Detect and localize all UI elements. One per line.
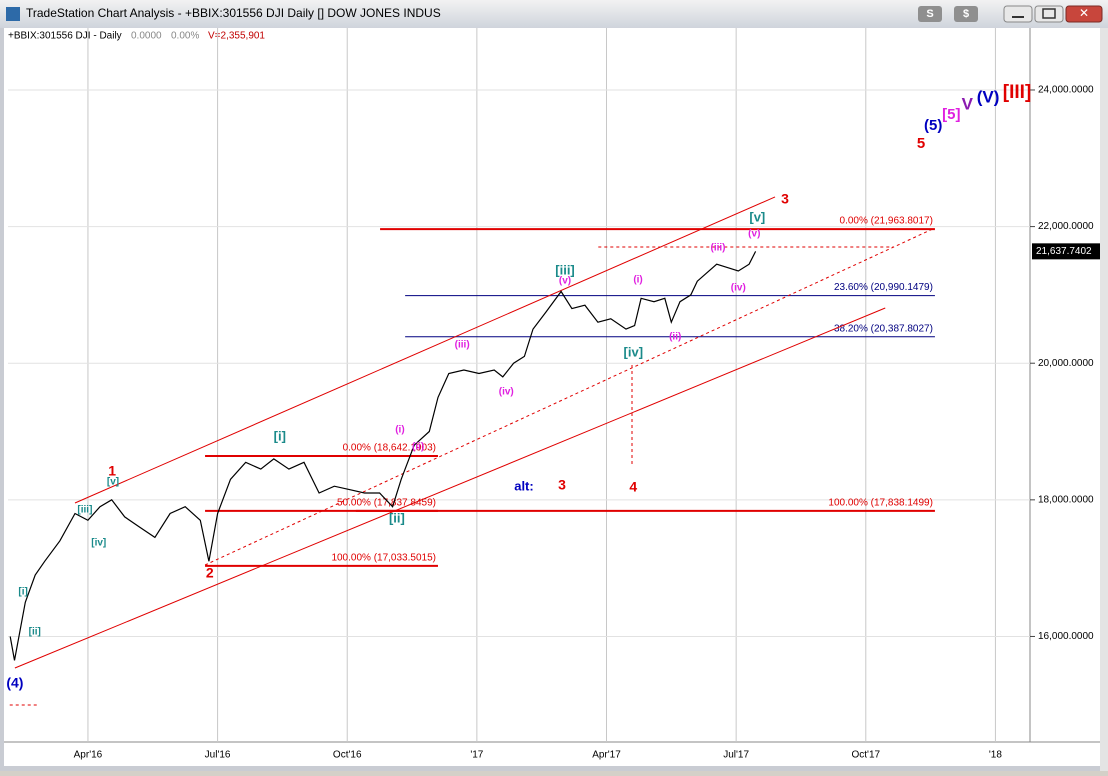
wave-label: (ii)	[669, 332, 681, 343]
trend-line	[14, 307, 886, 669]
x-tick-label: Jul'16	[205, 750, 231, 761]
y-tick-label: 16,000.0000	[1038, 631, 1094, 642]
close-button[interactable]	[1065, 5, 1103, 23]
wave-label: (iv)	[731, 283, 746, 294]
fib-level-label: 0.00% (18,642.1903)	[343, 443, 436, 454]
wave-label: [iii]	[77, 505, 92, 516]
wave-label: 4	[629, 479, 637, 495]
x-tick-label: '18	[989, 750, 1002, 761]
wave-label: (i)	[633, 275, 642, 286]
wave-label: V	[962, 94, 974, 113]
wave-label: [iii]	[555, 262, 575, 277]
wave-label: [i]	[274, 428, 286, 443]
wave-label: [i]	[18, 587, 27, 598]
y-tick-label: 18,000.0000	[1038, 494, 1094, 505]
y-tick-label: 20,000.0000	[1038, 358, 1094, 369]
symbol-label: +BBIX:301556 DJI - Daily	[8, 31, 122, 42]
wave-label: 2	[206, 565, 214, 581]
window-title: TradeStation Chart Analysis - +BBIX:3015…	[26, 6, 441, 20]
wave-label: [v]	[749, 209, 765, 224]
maximize-button[interactable]	[1034, 5, 1064, 23]
x-tick-label: Jul'17	[723, 750, 749, 761]
fib-level-label: 50.00% (17,837.8459)	[337, 498, 436, 509]
wave-label: alt:	[514, 478, 534, 493]
x-tick-label: '17	[470, 750, 483, 761]
change-pct-label: 0.00%	[171, 31, 199, 42]
trend-line	[74, 196, 776, 504]
chart-area	[4, 28, 1100, 766]
maximize-icon	[1042, 8, 1056, 19]
s-button[interactable]	[918, 6, 942, 22]
minimize-button[interactable]	[1003, 5, 1033, 23]
dollar-button-label: $	[963, 8, 969, 20]
wave-label: (V)	[977, 87, 1000, 106]
wave-label: (5)	[924, 117, 942, 134]
fib-level-label: 23.60% (20,990.1479)	[834, 282, 933, 293]
wave-label: (iv)	[499, 387, 514, 398]
plot: Apr'16 Jul'16 Oct'16 '17 Apr'17 Jul'17 Oct'17 '…	[6, 28, 1100, 761]
dollar-button[interactable]	[954, 6, 978, 22]
last-price-box	[1032, 243, 1100, 260]
trend-line	[204, 227, 936, 566]
fib-level-label: 38.20% (20,387.8027)	[834, 323, 933, 334]
fib-level-label: 0.00% (21,963.8017)	[840, 216, 933, 227]
wave-label: 3	[781, 191, 789, 207]
wave-label: [ii]	[389, 510, 405, 525]
wave-label: 5	[917, 135, 925, 152]
wave-label: [iv]	[624, 344, 644, 359]
wave-label: (ii)	[412, 442, 424, 453]
wave-label: (i)	[395, 425, 404, 436]
s-button-label: S	[926, 8, 933, 20]
fib-level-label: 100.00% (17,838.1499)	[828, 498, 933, 509]
wave-label: (v)	[748, 229, 760, 240]
close-icon: ✕	[1079, 6, 1089, 20]
wave-label: (iii)	[710, 243, 725, 254]
wave-label: (v)	[559, 276, 571, 287]
price-line	[9, 251, 757, 661]
fib-level-label: 100.00% (17,033.5015)	[331, 553, 436, 564]
y-tick-label: 24,000.0000	[1038, 85, 1094, 96]
wave-label: 3	[558, 477, 566, 493]
wave-label: [III]	[1003, 82, 1032, 103]
scrollbar[interactable]	[1100, 28, 1108, 771]
x-tick-label: Apr'17	[592, 750, 621, 761]
volume-label: V=2,355,901	[208, 31, 265, 42]
x-tick-label: Oct'16	[333, 750, 362, 761]
wave-label: 1	[108, 463, 116, 479]
x-tick-label: Apr'16	[74, 750, 103, 761]
x-tick-label: Oct'17	[851, 750, 880, 761]
app-icon	[6, 7, 20, 21]
wave-label: [ii]	[29, 627, 41, 638]
wave-label: (4)	[6, 675, 23, 691]
y-tick-label: 22,000.0000	[1038, 221, 1094, 232]
change-label: 0.0000	[131, 31, 162, 42]
wave-label: (iii)	[455, 340, 470, 351]
wave-label: [v]	[107, 477, 119, 488]
wave-label: [5]	[942, 106, 960, 123]
wave-label: [iv]	[91, 538, 106, 549]
last-price-label: 21,637.7402	[1036, 246, 1092, 257]
